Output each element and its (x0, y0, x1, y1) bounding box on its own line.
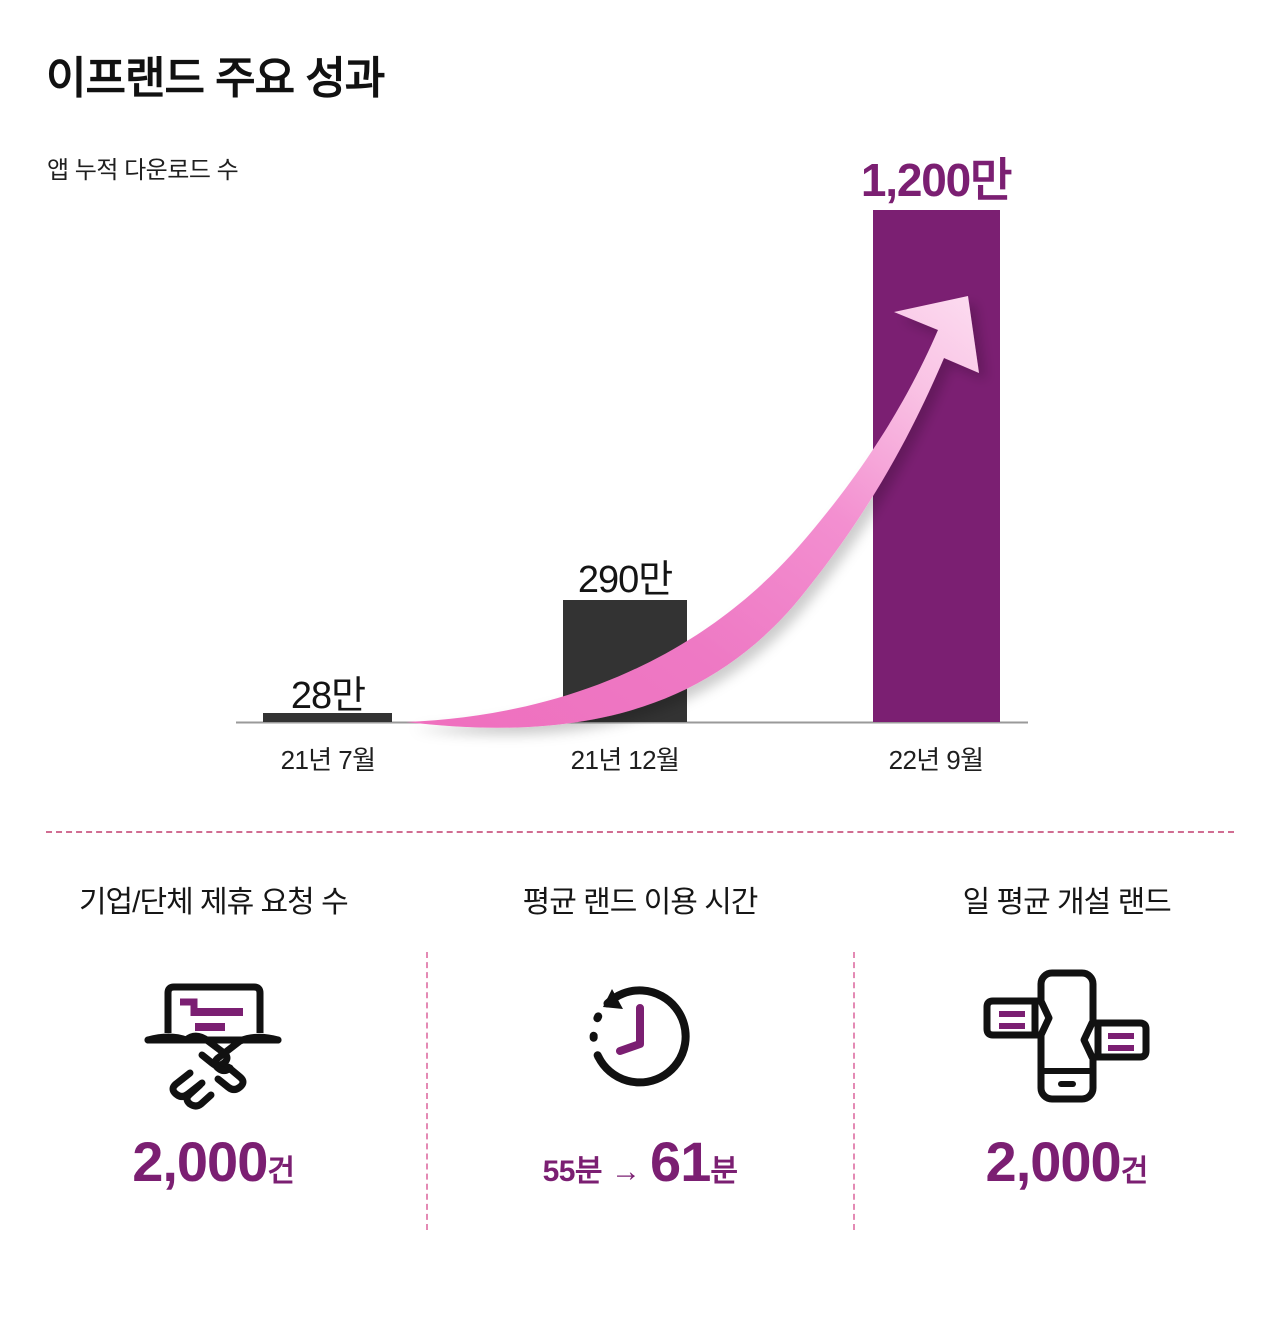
stat-value-number: 2,000 (985, 1130, 1122, 1193)
stat-value-number: 61 (650, 1130, 711, 1193)
stat-value-number: 2,000 (132, 1130, 268, 1193)
stat-value-before: 55분 (542, 1155, 603, 1188)
stat-value-daily-lands: 2,000 건 (985, 1130, 1149, 1193)
bar-value-22-09: 1,200만 (860, 154, 1012, 206)
chart-subtitle: 앱 누적 다운로드 수 (47, 157, 239, 184)
stat-title-daily-lands: 일 평균 개설 랜드 (962, 886, 1172, 919)
growth-arrow-icon (406, 296, 979, 728)
stat-card-partnership: 기업/단체 제휴 요청 수 (0, 880, 427, 1280)
stat-value-unit: 건 (267, 1155, 295, 1188)
download-bar-chart: 28만 290만 1,200만 21년 7월 21년 12월 22년 9월 (236, 154, 1028, 775)
bar-21-07 (263, 713, 392, 722)
bar-22-09 (873, 210, 1000, 722)
handshake-document-icon (138, 956, 288, 1116)
bar-value-21-07: 28만 (290, 675, 366, 717)
bar-value-21-12: 290만 (577, 559, 673, 601)
section-divider (46, 831, 1234, 833)
chart-canvas (236, 210, 1028, 728)
clock-rotate-icon (565, 956, 715, 1116)
stat-card-usage-time: 평균 랜드 이용 시간 55분 → 61 분 (427, 880, 854, 1280)
phone-chat-bubbles-icon (979, 956, 1154, 1116)
stats-row: 기업/단체 제휴 요청 수 (0, 880, 1280, 1280)
stat-card-daily-lands: 일 평균 개설 랜드 (853, 880, 1280, 1280)
page-title: 이프랜드 주요 성과 (46, 54, 385, 103)
stat-value-partnership: 2,000 건 (132, 1130, 295, 1193)
stat-title-partnership: 기업/단체 제휴 요청 수 (78, 886, 349, 919)
bar-label-21-12: 21년 12월 (570, 745, 680, 775)
bar-label-21-07: 21년 7월 (280, 745, 376, 775)
stat-value-usage-time: 55분 → 61 분 (543, 1134, 738, 1190)
stat-title-usage-time: 평균 랜드 이용 시간 (522, 886, 759, 919)
arrow-right-icon: → (611, 1155, 642, 1188)
column-divider-1 (426, 952, 428, 1230)
stat-value-unit: 분 (710, 1155, 738, 1188)
bar-label-22-09: 22년 9월 (888, 745, 984, 775)
column-divider-2 (853, 952, 855, 1230)
stat-value-unit: 건 (1120, 1155, 1149, 1188)
